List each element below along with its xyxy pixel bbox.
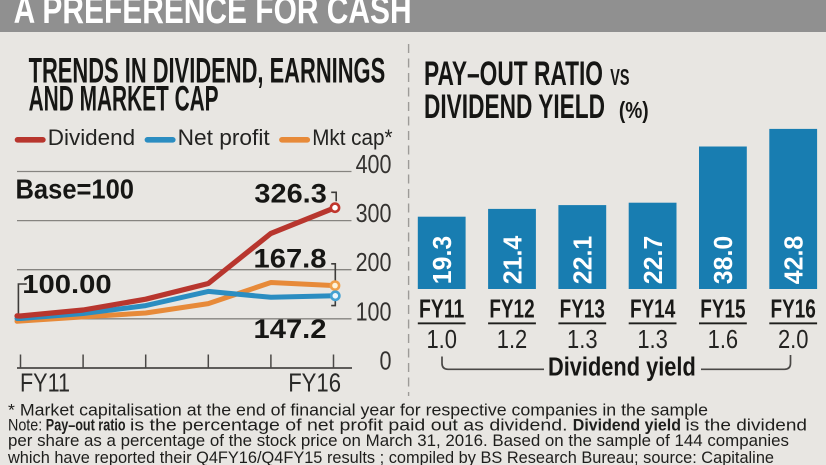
svg-text:Dividend yield: Dividend yield xyxy=(573,417,681,435)
svg-text:2.0: 2.0 xyxy=(778,326,809,354)
svg-text:FY14: FY14 xyxy=(630,294,676,324)
svg-text:100.00: 100.00 xyxy=(22,271,111,299)
svg-text:Dividend: Dividend xyxy=(48,125,135,150)
svg-text:1.6: 1.6 xyxy=(708,326,739,354)
svg-text:0: 0 xyxy=(380,345,392,375)
svg-text:326.3: 326.3 xyxy=(254,179,326,209)
svg-text:DIVIDEND YIELD: DIVIDEND YIELD xyxy=(424,88,605,126)
svg-text:Base=100: Base=100 xyxy=(16,174,135,205)
svg-text:Dividend yield: Dividend yield xyxy=(548,353,696,381)
svg-text:AND MARKET CAP: AND MARKET CAP xyxy=(29,78,219,118)
svg-text:200: 200 xyxy=(356,247,392,277)
svg-text:19.3: 19.3 xyxy=(427,236,457,284)
svg-text:1.3: 1.3 xyxy=(567,326,598,354)
svg-text:per share as a percentage of t: per share as a percentage of the stock p… xyxy=(8,432,789,450)
svg-text:VS: VS xyxy=(610,64,629,90)
svg-text:which have reported their Q4FY: which have reported their Q4FY16/Q4FY15 … xyxy=(7,449,774,465)
svg-text:1.2: 1.2 xyxy=(497,326,528,354)
svg-text:FY15: FY15 xyxy=(700,294,745,324)
svg-text:400: 400 xyxy=(356,149,392,179)
svg-text:300: 300 xyxy=(356,198,392,228)
svg-text:38.0: 38.0 xyxy=(708,236,738,284)
svg-text:(%): (%) xyxy=(619,97,649,123)
svg-text:FY16: FY16 xyxy=(771,294,816,324)
svg-text:* Market capitalisation at the: * Market capitalisation at the end of fi… xyxy=(8,401,708,419)
svg-text:147.2: 147.2 xyxy=(254,314,327,344)
svg-text:100: 100 xyxy=(356,296,392,326)
svg-text:is the dividend: is the dividend xyxy=(686,417,808,435)
svg-text:42.8: 42.8 xyxy=(779,236,809,284)
svg-text:PAY–OUT RATIO: PAY–OUT RATIO xyxy=(424,55,603,93)
svg-text:22.1: 22.1 xyxy=(568,236,598,284)
svg-text:167.8: 167.8 xyxy=(254,244,327,274)
svg-text:21.4: 21.4 xyxy=(497,235,527,284)
svg-text:A PREFERENCE FOR CASH: A PREFERENCE FOR CASH xyxy=(14,0,412,32)
svg-text:1.3: 1.3 xyxy=(637,326,668,354)
svg-text:22.7: 22.7 xyxy=(638,236,668,284)
svg-text:Pay–out ratio: Pay–out ratio xyxy=(46,417,126,435)
svg-text:FY11: FY11 xyxy=(20,367,70,397)
svg-text:Net profit: Net profit xyxy=(178,125,271,150)
svg-text:FY12: FY12 xyxy=(489,294,534,324)
svg-text:FY11: FY11 xyxy=(419,294,464,324)
svg-text:FY13: FY13 xyxy=(560,294,605,324)
svg-text:1.0: 1.0 xyxy=(426,326,457,354)
svg-text:is the percentage of net profi: is the percentage of net profit paid out… xyxy=(130,417,568,435)
svg-text:FY16: FY16 xyxy=(288,367,341,397)
svg-text:TRENDS IN DIVIDEND, EARNINGS: TRENDS IN DIVIDEND, EARNINGS xyxy=(29,50,386,90)
svg-text:Note:: Note: xyxy=(8,417,42,435)
svg-text:Mkt cap*: Mkt cap* xyxy=(312,125,393,150)
